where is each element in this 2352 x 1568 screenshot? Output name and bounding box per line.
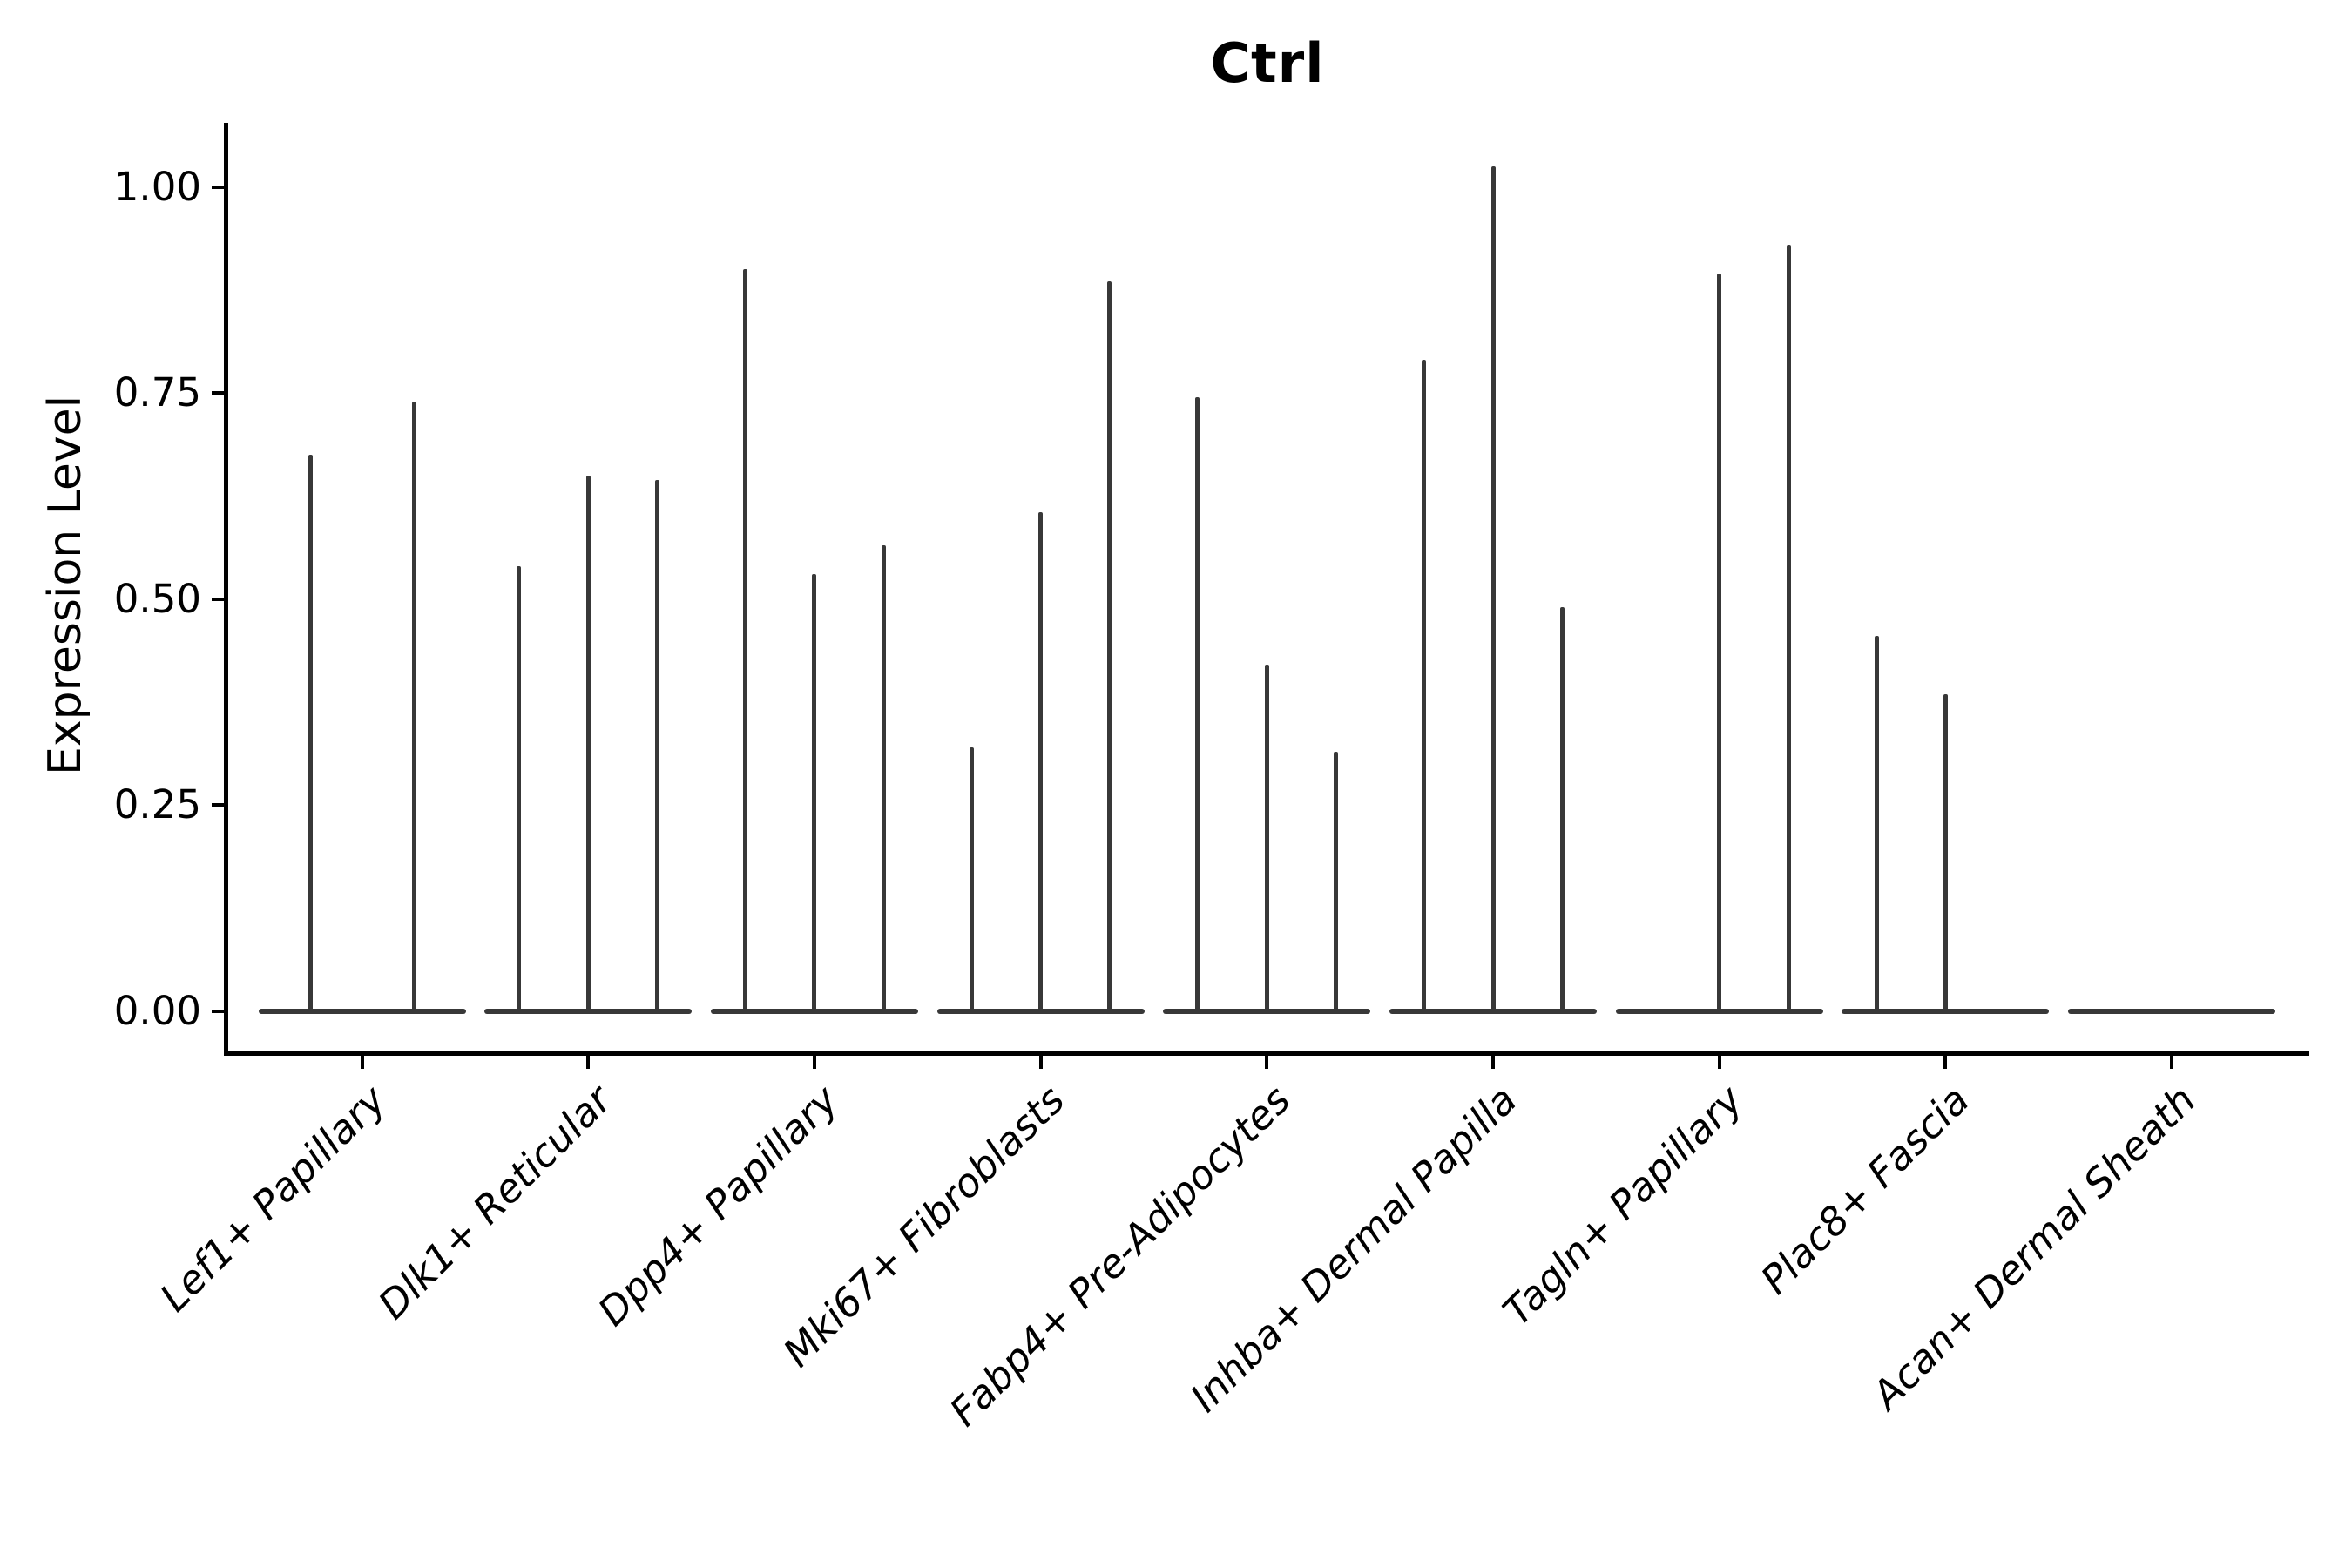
violin-spike (743, 269, 748, 1011)
violin-spike (1717, 273, 1722, 1011)
y-axis-spine (224, 123, 228, 1056)
violin-spike (655, 479, 660, 1011)
violin-baseline (258, 1009, 466, 1014)
y-tick-mark (212, 391, 224, 395)
violin-spike (1490, 166, 1496, 1011)
violin-baseline (936, 1009, 1145, 1014)
x-tick-mark (1491, 1056, 1495, 1069)
x-category-label: Dpp4+ Papillary (589, 1077, 848, 1335)
violin-baseline (710, 1009, 918, 1014)
y-tick-mark (212, 185, 224, 189)
violin-spike (1422, 360, 1427, 1011)
y-tick-label: 0.75 (113, 369, 201, 416)
x-category-label: Dlk1+ Reticular (369, 1077, 621, 1328)
violin-baseline (2068, 1009, 2276, 1014)
y-tick-mark (212, 1010, 224, 1013)
violin-baseline (484, 1009, 693, 1014)
y-tick-label: 0.50 (113, 575, 201, 622)
x-tick-mark (2170, 1056, 2174, 1069)
violin-spike (1559, 607, 1565, 1011)
x-tick-mark (1038, 1056, 1043, 1069)
x-tick-mark (586, 1056, 591, 1069)
y-tick-mark (212, 803, 224, 808)
violin-spike (1334, 751, 1339, 1011)
violin-spike (1195, 396, 1200, 1011)
violin-spike (308, 455, 313, 1011)
violin-spike (517, 565, 522, 1011)
violin-spike (969, 747, 974, 1011)
y-tick-label: 1.00 (113, 163, 201, 210)
plot-title: Ctrl (1210, 31, 1325, 95)
violin-spike (1786, 244, 1791, 1011)
violin-baseline (1615, 1009, 1823, 1014)
x-tick-mark (1943, 1056, 1948, 1069)
y-tick-mark (212, 597, 224, 601)
violin-spike (585, 475, 591, 1011)
x-category-label: Tagln+ Papillary (1494, 1077, 1753, 1335)
violin-spike (1264, 665, 1269, 1011)
x-category-label: Plac8+ Fascia (1752, 1077, 1978, 1303)
violin-baseline (1389, 1009, 1597, 1014)
violin-spike (1874, 636, 1879, 1011)
y-tick-label: 0.00 (113, 988, 201, 1034)
x-tick-mark (360, 1056, 364, 1069)
violin-spike (881, 545, 886, 1011)
violin-baseline (1163, 1009, 1371, 1014)
x-axis-spine (224, 1051, 2309, 1056)
x-category-label: Lef1+ Papillary (151, 1077, 395, 1321)
x-tick-mark (1717, 1056, 1721, 1069)
violin-spike (812, 574, 817, 1011)
violin-baseline (1842, 1009, 2050, 1014)
violin-spike (411, 401, 416, 1011)
violin-spike (1038, 512, 1044, 1011)
x-tick-mark (812, 1056, 816, 1069)
violin-spike (1107, 281, 1112, 1011)
violin-spike (1943, 693, 1948, 1011)
x-tick-mark (1265, 1056, 1269, 1069)
y-tick-label: 0.25 (113, 781, 201, 828)
